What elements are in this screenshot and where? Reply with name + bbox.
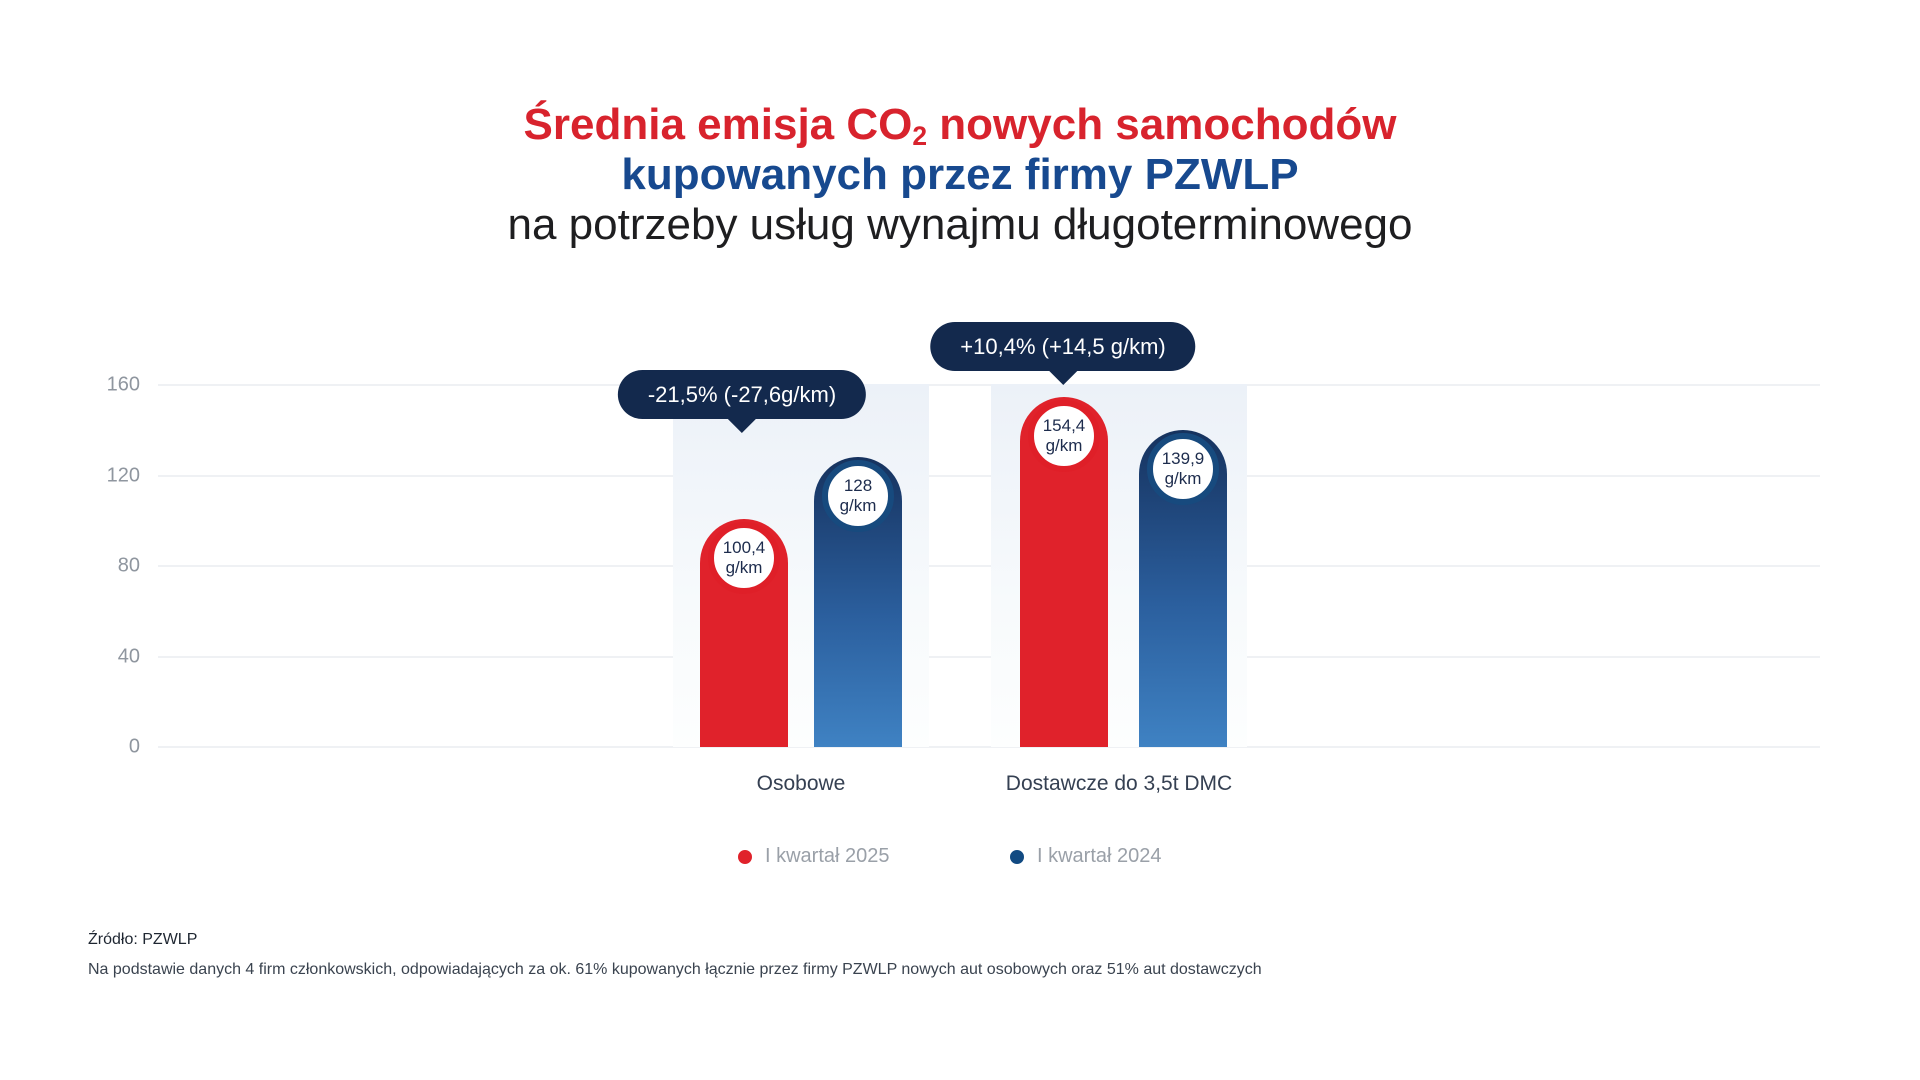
footnote-text: Na podstawie danych 4 firm członkowskich… <box>88 961 1262 978</box>
bar-unit: g/km <box>725 558 763 577</box>
bar-unit: g/km <box>839 496 877 515</box>
bar-unit: g/km <box>1164 469 1202 488</box>
category-label-dostawcze: Dostawcze do 3,5t DMC <box>1005 772 1233 795</box>
value-badge-dostawcze-2025: 154,4 g/km <box>1028 400 1100 472</box>
legend-item-2024: I kwartał 2024 <box>1010 845 1162 868</box>
y-tick-0: 0 <box>128 735 140 758</box>
legend-label-2025: I kwartał 2025 <box>765 845 890 867</box>
bar-unit: g/km <box>1045 436 1083 455</box>
source-text: Źródło: PZWLP <box>88 931 198 948</box>
gridline-40 <box>158 656 1820 658</box>
bar-osobowe-2024: 128 g/km <box>814 457 902 747</box>
y-tick-80: 80 <box>117 554 140 577</box>
chart-title-block: Średnia emisja CO2 nowych samochodów kup… <box>0 100 1920 250</box>
value-badge-osobowe-2024: 128 g/km <box>822 460 894 532</box>
title-line-2: kupowanych przez firmy PZWLP <box>621 150 1299 199</box>
bar-dostawcze-2025: 154,4 g/km <box>1020 397 1108 747</box>
annotation-bubble-dostawcze: +10,4% (+14,5 g/km) <box>930 322 1196 385</box>
legend-dot-blue-icon <box>1010 849 1024 864</box>
bar-value: 154,4 <box>1042 416 1086 435</box>
annotation-bubble-osobowe: -21,5% (-27,6g/km) <box>617 370 867 433</box>
legend-label-2024: I kwartał 2024 <box>1037 845 1162 867</box>
bar-value: 139,9 <box>1161 449 1205 468</box>
bar-dostawcze-2024: 139,9 g/km <box>1139 430 1227 747</box>
category-label-osobowe: Osobowe <box>756 772 846 795</box>
gridline-160 <box>158 384 1820 386</box>
title-line-1: Średnia emisja CO2 nowych samochodów <box>0 100 1920 152</box>
legend-item-2025: I kwartał 2025 <box>738 845 890 868</box>
bar-value: 128 <box>843 476 873 495</box>
y-tick-160: 160 <box>106 373 140 396</box>
title-line-1-post: nowych samochodów <box>927 100 1397 149</box>
co2-subscript: 2 <box>912 121 928 152</box>
bar-osobowe-2025: 100,4 g/km <box>700 519 788 747</box>
y-tick-40: 40 <box>117 645 140 668</box>
title-line-1-pre: Średnia emisja CO <box>523 100 913 149</box>
value-badge-osobowe-2025: 100,4 g/km <box>708 522 780 594</box>
gridline-0 <box>158 746 1820 748</box>
legend-dot-red-icon <box>738 849 752 864</box>
value-badge-dostawcze-2024: 139,9 g/km <box>1147 433 1219 505</box>
y-tick-120: 120 <box>106 464 140 487</box>
title-line-3: na potrzeby usług wynajmu długoterminowe… <box>507 200 1413 249</box>
gridline-120 <box>158 475 1820 477</box>
gridline-80 <box>158 565 1820 567</box>
bar-value: 100,4 <box>722 538 766 557</box>
